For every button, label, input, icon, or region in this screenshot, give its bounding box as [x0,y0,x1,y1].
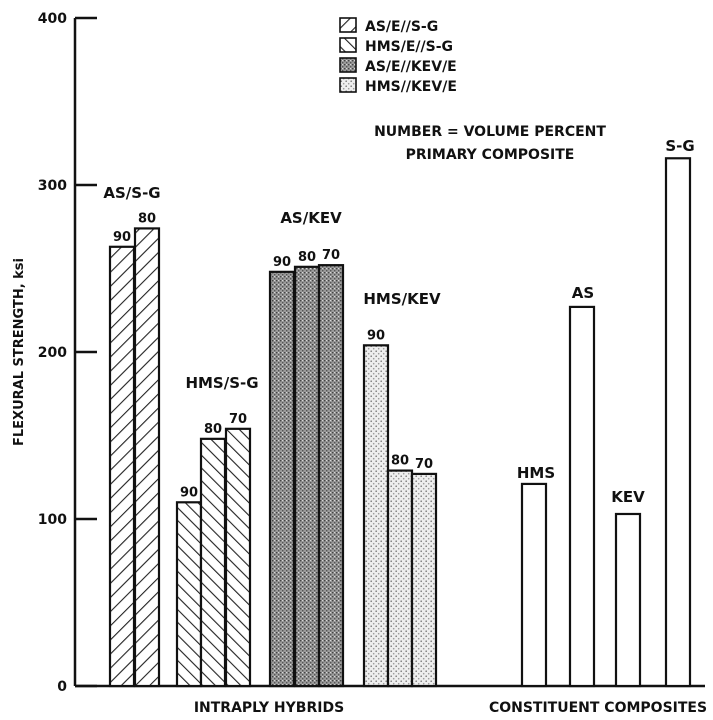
bar-value-label: 80 [391,454,409,469]
bar [386,469,414,688]
bar [175,501,203,688]
bar [362,344,390,688]
group-label: AS/KEV [280,209,342,227]
y-tick-label: 0 [57,679,67,695]
bar-value-label: 80 [138,211,156,226]
group-label: AS/S-G [103,184,160,202]
legend-swatch [339,37,357,53]
bar [520,482,548,688]
group-label: HMS [517,464,555,482]
bar-value-label: 90 [180,485,198,500]
legend: AS/E//S-G HMS/E//S-G AS/E//KEV/E HMS//KEV/E… [339,17,606,163]
y-tick-label: 400 [38,11,67,27]
bar [108,245,136,688]
bar [664,157,692,688]
legend-entry-label: AS/E//KEV/E [365,59,457,75]
group-label: HMS/KEV [363,290,441,308]
legend-swatch [339,77,357,93]
bar-value-label: 80 [298,250,316,265]
group-label: HMS/S-G [185,374,258,392]
y-tick-label: 300 [38,178,67,194]
bar [199,437,227,688]
section-label: CONSTITUENT COMPOSITES [489,700,707,716]
bar [293,265,321,688]
legend-swatch [339,17,357,33]
group-label: AS [572,284,594,302]
axis-layer: 0 100 200 300 400 [38,11,705,695]
bar [268,270,296,688]
legend-note: PRIMARY COMPOSITE [406,147,575,163]
legend-swatch [339,57,357,73]
bar [317,264,345,688]
bar [568,305,596,688]
text-layer: FLEXURAL STRENGTH, ksi 90 80 AS/S-G 90 80 70 HM… [12,137,707,716]
bar-value-label: 90 [273,255,291,270]
bar [614,512,642,688]
bar-value-label: 70 [415,457,433,472]
bar-value-label: 70 [229,412,247,427]
section-label: INTRAPLY HYBRIDS [194,700,344,716]
group-label: S-G [665,137,694,155]
legend-entry-label: HMS/E//S-G [365,39,453,55]
legend-entry-label: AS/E//S-G [365,19,438,35]
bar-value-label: 70 [322,248,340,263]
bar [133,227,161,688]
legend-entry-label: HMS//KEV/E [365,79,457,95]
bar [410,472,438,688]
legend-note: NUMBER = VOLUME PERCENT [374,124,606,140]
y-axis-label: FLEXURAL STRENGTH, ksi [12,258,27,446]
y-tick-label: 100 [38,512,67,528]
bar-value-label: 80 [204,422,222,437]
bars-layer [108,157,692,688]
bar-value-label: 90 [367,328,385,343]
bar [224,427,252,688]
y-tick-label: 200 [38,345,67,361]
group-label: KEV [611,488,645,506]
bar-value-label: 90 [113,230,131,245]
